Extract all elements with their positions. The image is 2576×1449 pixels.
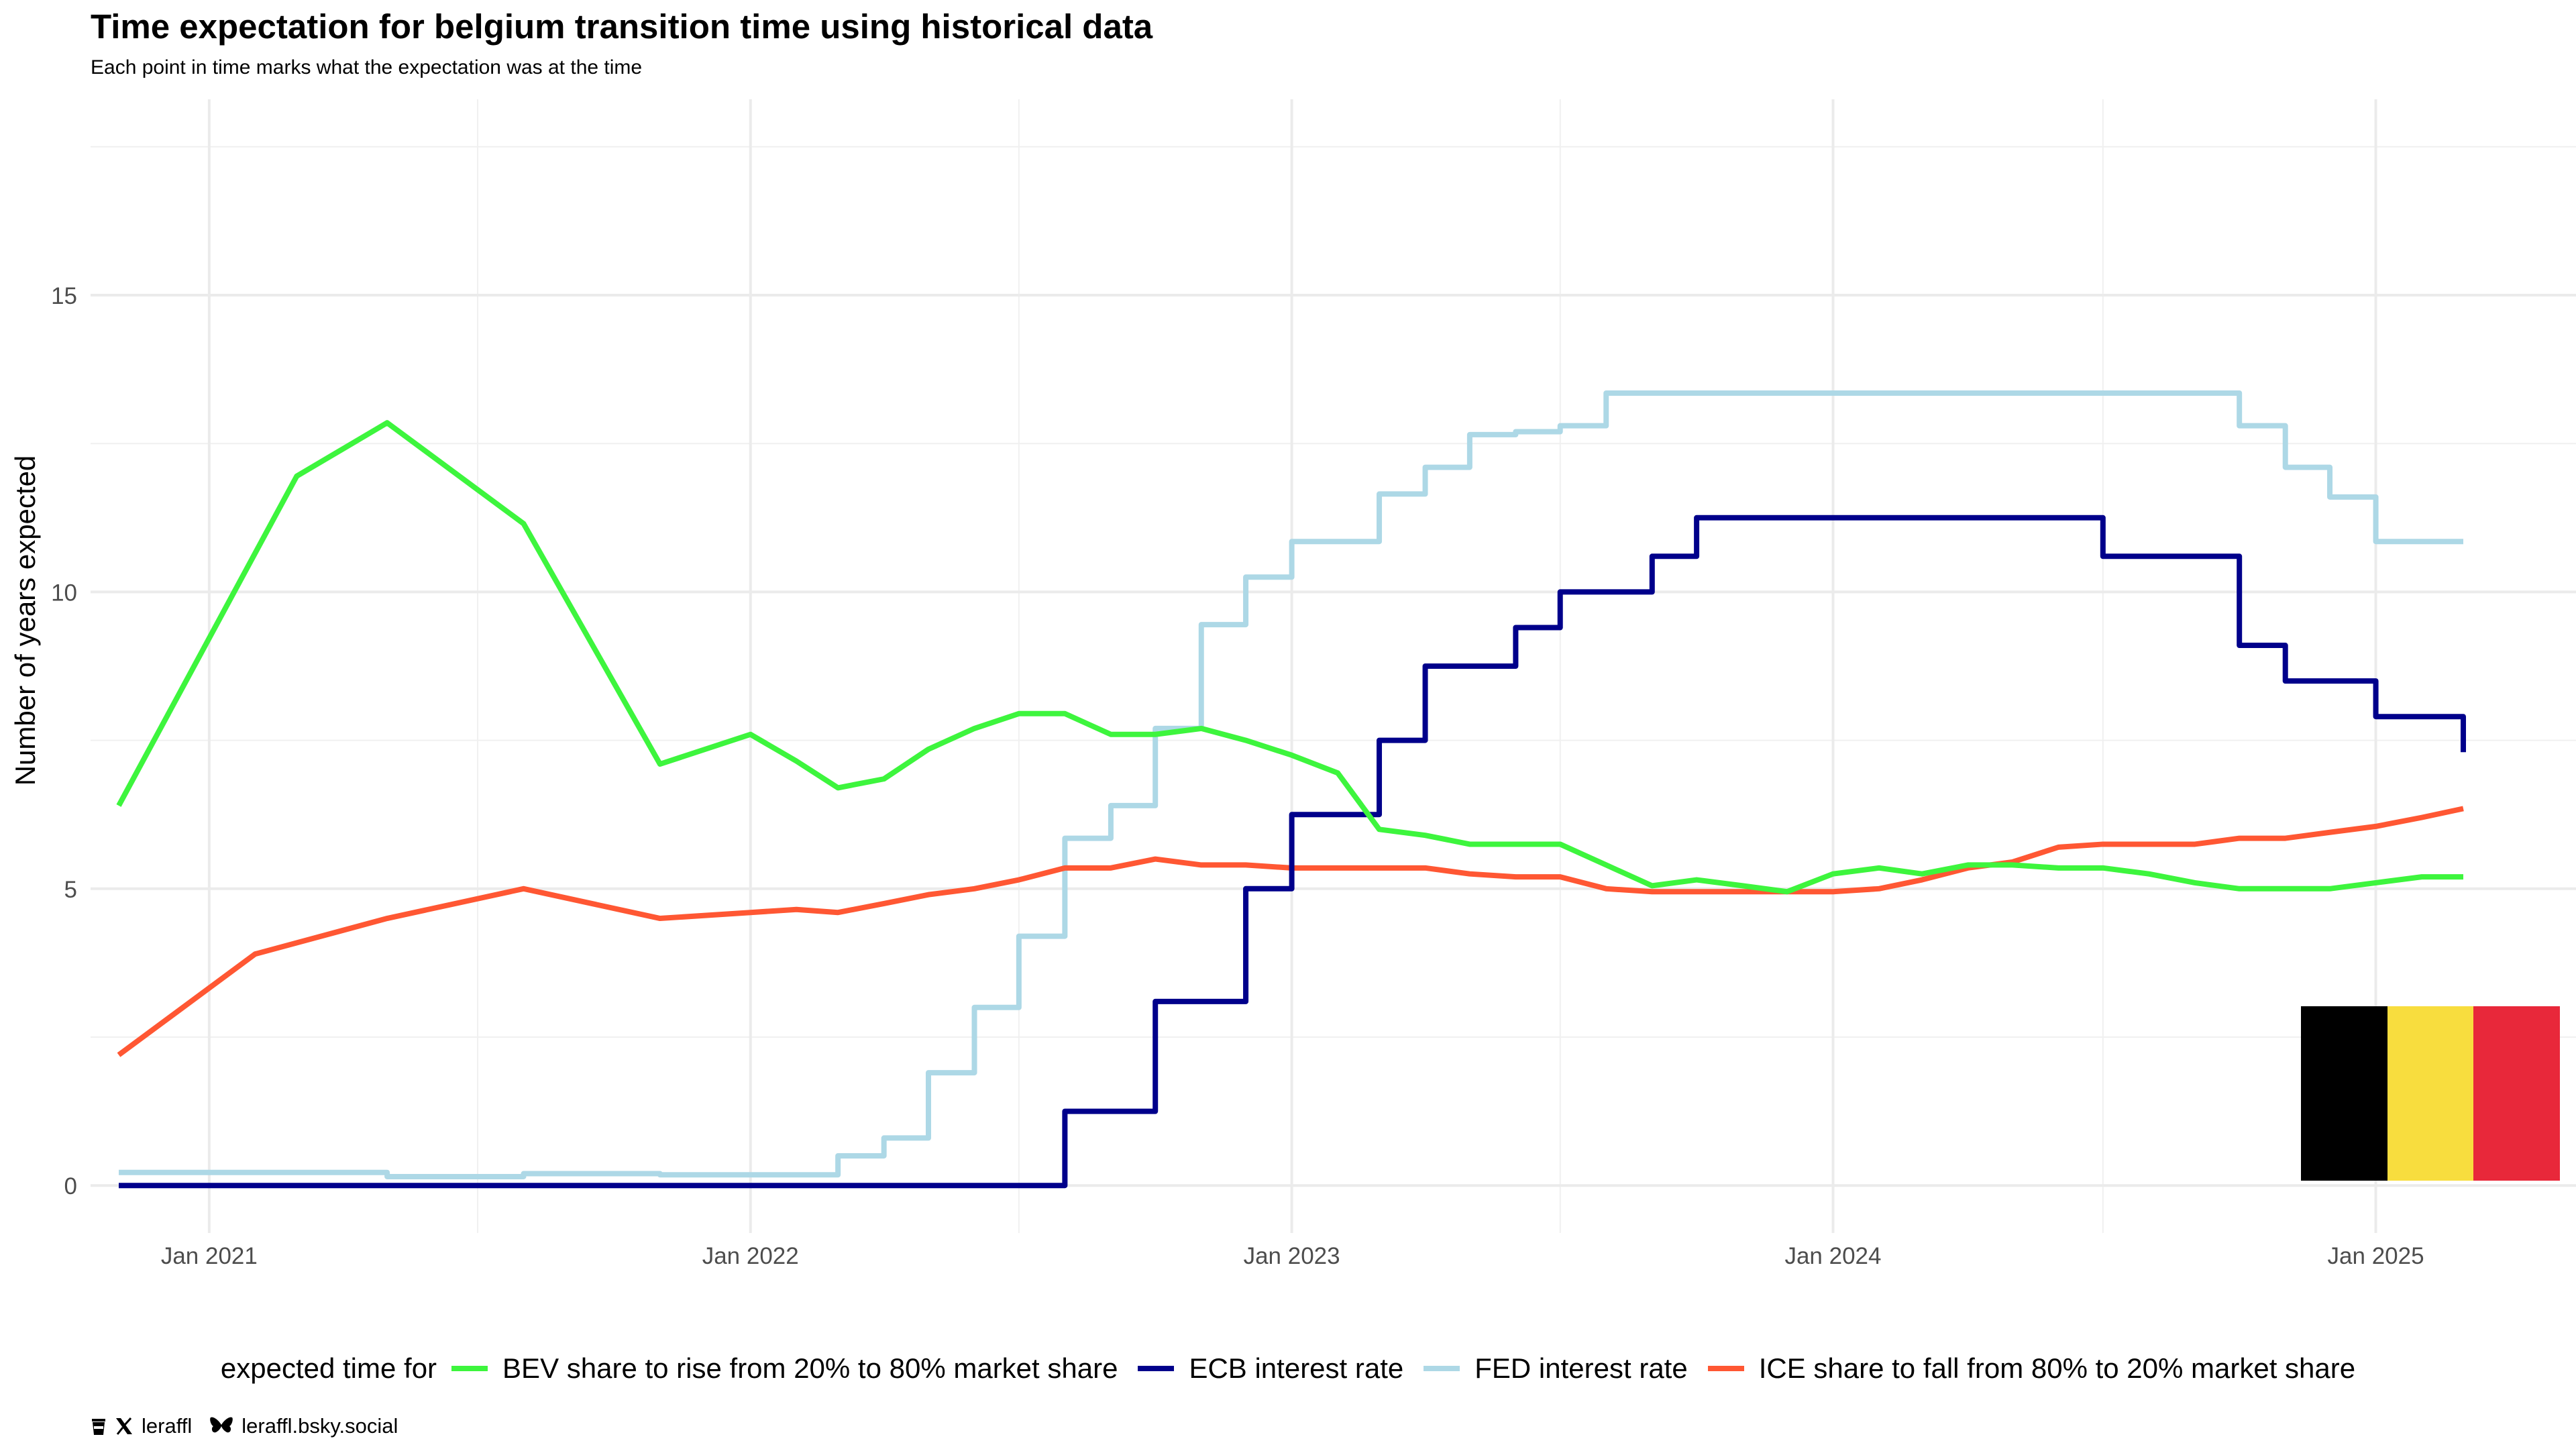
legend: expected time for BEV share to rise from… — [0, 1348, 2576, 1389]
x-tick-label: Jan 2025 — [2328, 1243, 2424, 1269]
series-lines — [116, 390, 2466, 1189]
legend-key-bev — [451, 1366, 488, 1371]
line-chart: 0 5 10 15 Jan 2021 Jan 2022 Jan 2023 Jan 2024 Ja… — [9, 99, 2576, 1269]
belgium-flag — [2301, 1006, 2561, 1181]
y-tick-label: 10 — [51, 580, 77, 606]
major-gridlines — [91, 99, 2576, 1233]
y-axis-label: Number of years expected — [9, 455, 41, 786]
series-line-ecb — [119, 515, 2466, 1189]
legend-item-bev: BEV share to rise from 20% to 80% market… — [451, 1352, 1118, 1385]
butterfly-icon — [209, 1416, 233, 1436]
legend-key-ecb — [1138, 1366, 1175, 1371]
chart-title: Time expectation for belgium transition … — [91, 7, 1153, 46]
legend-item-ecb: ECB interest rate — [1138, 1352, 1403, 1385]
legend-label-bev: BEV share to rise from 20% to 80% market… — [502, 1352, 1118, 1384]
series-line-fed — [119, 390, 2463, 1179]
bsky-handle: leraffl.bsky.social — [241, 1414, 398, 1438]
minor-gridlines — [91, 99, 2576, 1233]
y-tick-label: 15 — [51, 283, 77, 309]
tick-labels: 0 5 10 15 Jan 2021 Jan 2022 Jan 2023 Jan 2024 Ja… — [51, 283, 2424, 1269]
series-line-ice — [117, 806, 2464, 1057]
legend-label-ice: ICE share to fall from 80% to 20% market… — [1758, 1352, 2356, 1384]
coffee-icon — [91, 1416, 107, 1436]
credits: leraffl leraffl.bsky.social — [91, 1414, 398, 1438]
x-tick-label: Jan 2024 — [1784, 1243, 1881, 1269]
legend-label-fed: FED interest rate — [1474, 1352, 1688, 1384]
flag-stripe-yellow — [2387, 1006, 2474, 1181]
flag-stripe-black — [2301, 1006, 2387, 1181]
twitter-handle: leraffl — [142, 1414, 193, 1438]
legend-label-ecb: ECB interest rate — [1189, 1352, 1404, 1384]
flag-stripe-red — [2473, 1006, 2561, 1181]
series-line-bev — [116, 420, 2463, 895]
x-tick-label: Jan 2021 — [161, 1243, 258, 1269]
x-tick-label: Jan 2023 — [1244, 1243, 1340, 1269]
x-logo-icon — [115, 1417, 133, 1436]
chart-subtitle: Each point in time marks what the expect… — [91, 56, 643, 78]
y-tick-label: 5 — [64, 877, 77, 903]
legend-key-ice — [1707, 1366, 1744, 1371]
x-tick-label: Jan 2022 — [702, 1243, 799, 1269]
legend-item-fed: FED interest rate — [1424, 1352, 1688, 1385]
legend-title: expected time for — [220, 1352, 437, 1384]
y-tick-label: 0 — [64, 1173, 77, 1199]
legend-key-fed — [1424, 1366, 1460, 1371]
legend-item-ice: ICE share to fall from 80% to 20% market… — [1707, 1352, 2356, 1385]
